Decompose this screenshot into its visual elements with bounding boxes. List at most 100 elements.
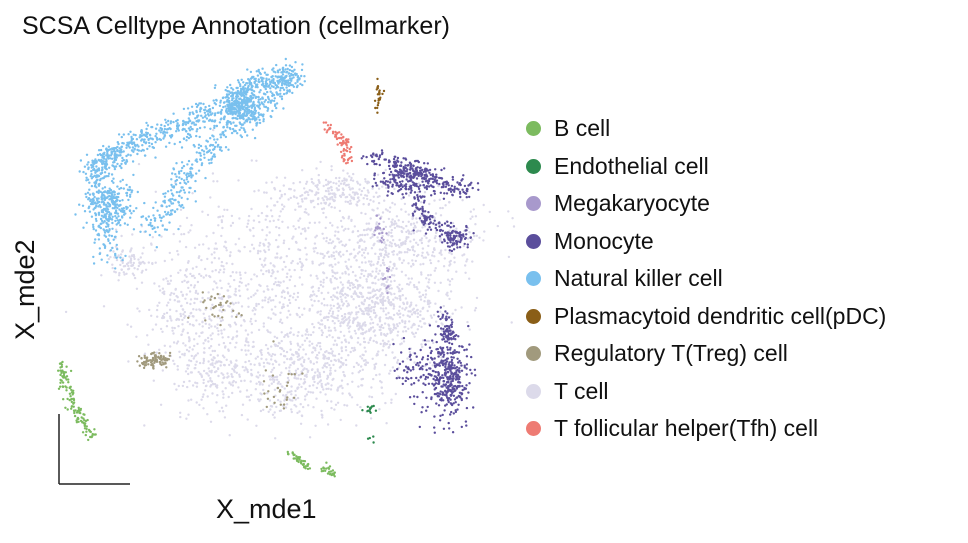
scatter-point-natural-killer-cell (146, 124, 150, 127)
scatter-point-natural-killer-cell (78, 203, 81, 206)
scatter-point-t-cell (220, 264, 223, 267)
scatter-point-t-cell (390, 245, 393, 248)
scatter-point-natural-killer-cell (262, 92, 266, 95)
scatter-point-monocyte (451, 175, 454, 179)
scatter-point-t-cell (475, 234, 478, 237)
scatter-point-t-cell (215, 401, 218, 404)
scatter-point-t-cell (182, 232, 186, 236)
scatter-point-natural-killer-cell (103, 186, 107, 189)
scatter-point-t-cell (329, 329, 333, 332)
scatter-point-t-cell (333, 287, 337, 290)
scatter-point-natural-killer-cell (186, 163, 189, 166)
scatter-point-t-cell (196, 280, 200, 284)
scatter-point-t-cell (325, 276, 328, 279)
scatter-point-t-cell (389, 284, 392, 287)
scatter-point-t-cell (396, 358, 400, 362)
scatter-point-t-cell (389, 369, 392, 372)
scatter-point-monocyte (424, 170, 427, 173)
scatter-point-t-cell (219, 297, 222, 300)
scatter-point-t-cell (235, 359, 238, 362)
scatter-point-t-cell (466, 258, 469, 261)
scatter-point-t-cell (197, 370, 200, 374)
scatter-point-t-cell (234, 243, 237, 246)
scatter-point-natural-killer-cell (280, 82, 284, 85)
scatter-point-t-cell (361, 368, 364, 371)
scatter-point-t-cell (276, 200, 279, 204)
scatter-point-natural-killer-cell (90, 201, 94, 204)
scatter-point-monocyte (457, 188, 460, 191)
scatter-point-t-cell (317, 321, 320, 324)
scatter-point-t-cell (189, 229, 192, 232)
scatter-point-t-cell (378, 408, 381, 411)
scatter-point-t-cell (250, 368, 253, 372)
scatter-point-natural-killer-cell (159, 131, 162, 134)
scatter-point-t-cell (252, 247, 256, 250)
scatter-point-t-cell (359, 284, 362, 287)
scatter-point-t-cell (286, 291, 290, 294)
scatter-point-t-cell (140, 271, 143, 274)
scatter-point-natural-killer-cell (203, 111, 207, 115)
scatter-point-natural-killer-cell (209, 113, 213, 116)
scatter-point-natural-killer-cell (184, 123, 188, 126)
scatter-point-t-cell (322, 237, 325, 240)
scatter-point-t-cell (365, 330, 368, 333)
scatter-point-t-cell (247, 214, 251, 218)
scatter-point-t-cell (357, 328, 360, 331)
scatter-point-t-cell (369, 263, 372, 266)
scatter-point-natural-killer-cell (272, 85, 275, 89)
scatter-point-t-cell (273, 335, 276, 338)
scatter-point-natural-killer-cell (243, 99, 246, 102)
scatter-point-t-cell (344, 318, 348, 321)
scatter-point-t-cell (391, 318, 394, 321)
scatter-point-natural-killer-cell (187, 174, 191, 178)
scatter-point-natural-killer-cell (119, 151, 123, 154)
scatter-point-t-cell (268, 384, 271, 387)
scatter-point-monocyte (392, 157, 396, 161)
scatter-point-t-cell (285, 403, 289, 406)
scatter-point-t-cell (280, 371, 283, 374)
scatter-point-natural-killer-cell (91, 175, 95, 178)
scatter-point-t-cell (301, 194, 304, 197)
scatter-point-t-cell (408, 350, 412, 354)
scatter-point-t-cell (237, 249, 240, 252)
scatter-point-t-cell (271, 215, 274, 218)
scatter-point-t-cell (384, 401, 387, 405)
scatter-point-t-cell (207, 340, 210, 343)
scatter-point-t-cell (228, 434, 231, 437)
scatter-point-t-cell (283, 290, 286, 294)
scatter-point-natural-killer-cell (114, 153, 118, 156)
scatter-point-natural-killer-cell (183, 181, 186, 184)
scatter-point-t-cell (202, 369, 206, 373)
scatter-point-t-cell (351, 372, 354, 375)
scatter-point-natural-killer-cell (202, 150, 206, 153)
scatter-point-t-cell (384, 243, 388, 247)
scatter-point-t-cell (161, 314, 165, 318)
scatter-point-t-cell (388, 287, 391, 290)
scatter-point-t-cell (201, 320, 204, 323)
scatter-point-t-cell (349, 336, 352, 339)
scatter-point-b-cell (62, 398, 65, 401)
scatter-point-t-cell (361, 286, 364, 289)
scatter-point-monocyte (365, 155, 368, 159)
scatter-point-t-cell (273, 388, 277, 391)
scatter-point-natural-killer-cell (182, 179, 186, 182)
scatter-point-t-cell (320, 302, 323, 305)
scatter-point-t-cell (324, 350, 327, 354)
scatter-point-natural-killer-cell (168, 204, 171, 208)
scatter-point-natural-killer-cell (243, 83, 247, 87)
scatter-point-t-cell (259, 241, 262, 245)
scatter-point-t-cell (420, 325, 423, 329)
scatter-point-t-cell (223, 208, 226, 211)
scatter-point-t-cell (257, 380, 261, 384)
scatter-point-t-cell (356, 192, 359, 196)
scatter-point-natural-killer-cell (121, 178, 125, 182)
scatter-point-natural-killer-cell (94, 158, 97, 161)
scatter-point-t-cell (362, 310, 365, 313)
scatter-point-t-cell (289, 327, 293, 330)
scatter-point-t-cell (333, 246, 336, 250)
scatter-point-natural-killer-cell (296, 84, 299, 87)
scatter-point-natural-killer-cell (110, 152, 114, 156)
scatter-point-t-cell (466, 237, 470, 240)
scatter-point-natural-killer-cell (82, 226, 85, 229)
scatter-point-t-cell (253, 273, 256, 276)
